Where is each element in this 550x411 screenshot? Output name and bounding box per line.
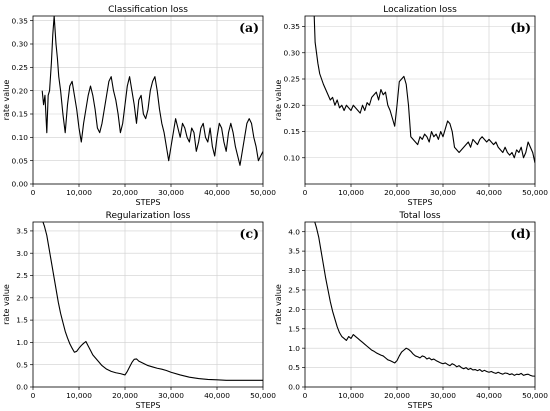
panel-label: (a) <box>239 20 259 35</box>
chart-title: Total loss <box>398 211 441 221</box>
x-tick-label: 10,000 <box>66 188 92 197</box>
x-tick-label: 50,000 <box>250 188 276 197</box>
grid <box>32 16 264 185</box>
x-tick-label: 10,000 <box>66 391 92 400</box>
y-tick-label: 0.10 <box>284 153 301 162</box>
x-tick-label: 50,000 <box>250 391 276 400</box>
x-tick-label: 40,000 <box>476 188 502 197</box>
y-tick-label: 0.0 <box>288 383 300 392</box>
x-tick-label: 40,000 <box>476 391 502 400</box>
y-tick-label: 0.35 <box>284 22 301 31</box>
x-tick-label: 30,000 <box>430 391 456 400</box>
y-tick-label: 0.0 <box>16 383 28 392</box>
chart-title: Classification loss <box>108 5 188 15</box>
x-tick-label: 30,000 <box>158 391 184 400</box>
panel-2: 0 10,000 20,000 30,000 40,000 50,000 0.10 0.15 0… <box>274 5 548 207</box>
grid <box>304 222 536 388</box>
y-tick-label: 2.0 <box>16 293 28 302</box>
y-tick-label: 0.5 <box>288 363 300 372</box>
plot-frame <box>32 15 264 185</box>
y-tick-label: 1.0 <box>16 338 28 347</box>
x-tick-label: 10,000 <box>338 391 364 400</box>
x-tick-label: 0 <box>31 188 36 197</box>
y-tick-label: 0.25 <box>284 75 301 84</box>
y-tick-label: 0.20 <box>284 101 301 110</box>
y-tick-label: 0.25 <box>12 63 29 72</box>
y-tick-label: 3.5 <box>288 247 300 256</box>
x-tick-label: 0 <box>303 391 308 400</box>
y-tick-label: 0.30 <box>284 48 301 57</box>
x-tick-label: 20,000 <box>112 391 138 400</box>
x-axis-label: STEPS <box>408 401 433 410</box>
y-tick-label: 3.5 <box>16 227 28 236</box>
x-axis-label: STEPS <box>136 198 161 207</box>
chart-title: Localization loss <box>383 5 457 15</box>
y-tick-label: 0.35 <box>12 16 29 25</box>
panel-3: 0 10,000 20,000 30,000 40,000 50,000 0.0 0.5 1.0… <box>2 211 276 410</box>
y-tick-label: 1.0 <box>288 344 300 353</box>
panel-label: (c) <box>240 226 259 241</box>
series-line <box>41 16 263 166</box>
y-tick-label: 0.10 <box>12 133 29 142</box>
y-tick-label: 3.0 <box>288 266 300 275</box>
panel-label: (b) <box>510 20 531 35</box>
x-tick-label: 0 <box>31 391 36 400</box>
grid <box>32 222 264 388</box>
y-axis-label: rate value <box>2 80 11 121</box>
panel-1: 0 10,000 20,000 30,000 40,000 50,000 0.00 0.05 0… <box>2 5 276 207</box>
x-tick-label: 30,000 <box>430 188 456 197</box>
x-tick-label: 10,000 <box>338 188 364 197</box>
y-tick-label: 1.5 <box>16 316 28 325</box>
plot-frame <box>304 221 536 388</box>
series-line <box>42 222 263 381</box>
x-tick-label: 40,000 <box>204 391 230 400</box>
x-tick-label: 20,000 <box>384 188 410 197</box>
plot-frame <box>32 221 264 388</box>
y-tick-label: 4.0 <box>288 227 300 236</box>
y-tick-label: 2.5 <box>288 286 300 295</box>
y-tick-label: 2.5 <box>16 271 28 280</box>
y-tick-label: 2.0 <box>288 305 300 314</box>
x-axis-label: STEPS <box>136 401 161 410</box>
y-tick-label: 0.5 <box>16 360 28 369</box>
plot-frame <box>304 15 536 185</box>
y-tick-label: 3.0 <box>16 249 28 258</box>
grid <box>304 16 536 184</box>
panel-4: 0 10,000 20,000 30,000 40,000 50,000 0.0 0.5 1.0… <box>274 211 548 410</box>
x-tick-label: 20,000 <box>384 391 410 400</box>
y-tick-label: 0.30 <box>12 40 29 49</box>
panel-label: (d) <box>510 226 531 241</box>
series-line <box>314 222 535 377</box>
y-tick-label: 0.15 <box>284 127 301 136</box>
x-tick-label: 50,000 <box>522 188 548 197</box>
x-tick-label: 20,000 <box>112 188 138 197</box>
y-tick-label: 0.00 <box>12 180 29 189</box>
y-tick-label: 0.15 <box>12 110 29 119</box>
x-tick-label: 0 <box>303 188 308 197</box>
y-tick-label: 0.20 <box>12 86 29 95</box>
x-tick-label: 40,000 <box>204 188 230 197</box>
y-axis-label: rate value <box>2 284 11 325</box>
y-axis-label: rate value <box>274 284 283 325</box>
y-axis-label: rate value <box>274 80 283 121</box>
x-tick-label: 30,000 <box>158 188 184 197</box>
y-tick-label: 1.5 <box>288 324 300 333</box>
y-tick-label: 0.05 <box>12 156 29 165</box>
x-axis-label: STEPS <box>408 198 433 207</box>
x-tick-label: 50,000 <box>522 391 548 400</box>
chart-title: Regularization loss <box>106 211 191 221</box>
series-line <box>313 16 535 164</box>
